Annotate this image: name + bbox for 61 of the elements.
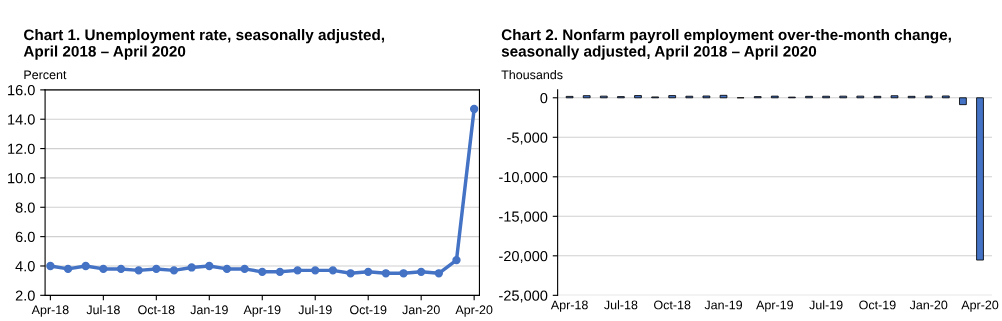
chart-title: Chart 1. Unemployment rate, seasonally adjusted, April 2018 – April 2020 xyxy=(23,29,385,60)
x-tick-label: Jan-19 xyxy=(704,300,743,310)
x-tick-label: Jul-19 xyxy=(809,300,843,310)
point xyxy=(240,264,249,274)
point xyxy=(452,255,461,265)
y-tick-label: -5,000 xyxy=(507,132,548,145)
point xyxy=(417,267,426,277)
y-tick-label: -20,000 xyxy=(499,250,548,263)
point xyxy=(311,266,320,275)
y-tick-label: 16.0 xyxy=(8,84,35,96)
x-tick-label: Jan-20 xyxy=(402,305,440,315)
x-tick-label: Apr-18 xyxy=(550,300,588,312)
x-tick-label: Jan-19 xyxy=(190,305,228,315)
point xyxy=(205,261,214,271)
x-tick-label: Apr-20 xyxy=(961,300,999,312)
point xyxy=(222,264,232,274)
x-tick-label: Oct-18 xyxy=(138,305,175,315)
x-tick-label: Jul-18 xyxy=(604,300,638,310)
x-tick-label: Apr-18 xyxy=(31,305,69,317)
y-tick-label: 12.0 xyxy=(8,143,35,154)
x-tick-label: Apr-19 xyxy=(243,305,281,317)
point xyxy=(434,269,444,278)
x-tick-label: Jul-18 xyxy=(86,305,120,315)
point xyxy=(63,264,73,274)
y-tick-label: 14.0 xyxy=(8,114,35,125)
x-tick-label: Apr-19 xyxy=(756,300,793,312)
point xyxy=(116,264,126,274)
point xyxy=(469,104,479,114)
point xyxy=(46,261,55,271)
point xyxy=(99,264,108,274)
point xyxy=(152,264,161,274)
point xyxy=(81,261,90,271)
x-tick-label: Oct-19 xyxy=(859,300,896,310)
point xyxy=(134,266,143,275)
point xyxy=(364,267,373,277)
x-tick-label: Jul-19 xyxy=(298,305,332,315)
point xyxy=(346,269,355,278)
y-tick-label: 4.0 xyxy=(15,261,35,272)
point xyxy=(169,266,179,275)
y-tick-label: 8.0 xyxy=(15,202,35,213)
point xyxy=(399,269,408,278)
y-tick-label: 10.0 xyxy=(8,173,35,184)
x-tick-label: Oct-18 xyxy=(654,300,691,310)
point xyxy=(258,267,267,277)
chart-title: Chart 2. Nonfarm payroll employment over-the-month change, seasonally adjusted, April 2018 – April 2020 xyxy=(501,28,951,60)
point xyxy=(275,267,285,277)
point xyxy=(381,269,391,278)
y-tick-label: 0 xyxy=(540,92,548,104)
y-tick-label: 6.0 xyxy=(15,231,35,243)
y-axis-title: Percent xyxy=(24,70,67,80)
x-tick-label: Jan-20 xyxy=(909,300,948,310)
point xyxy=(293,266,302,275)
point xyxy=(328,266,338,275)
y-tick-label: 2.0 xyxy=(15,290,35,301)
y-tick-label: -10,000 xyxy=(499,171,548,184)
x-tick-label: Oct-19 xyxy=(350,305,387,315)
y-tick-label: -25,000 xyxy=(499,290,548,303)
y-axis-title: Thousands xyxy=(501,70,563,80)
point xyxy=(187,263,196,272)
y-tick-label: -15,000 xyxy=(499,211,548,224)
x-tick-label: Apr-20 xyxy=(455,305,493,317)
